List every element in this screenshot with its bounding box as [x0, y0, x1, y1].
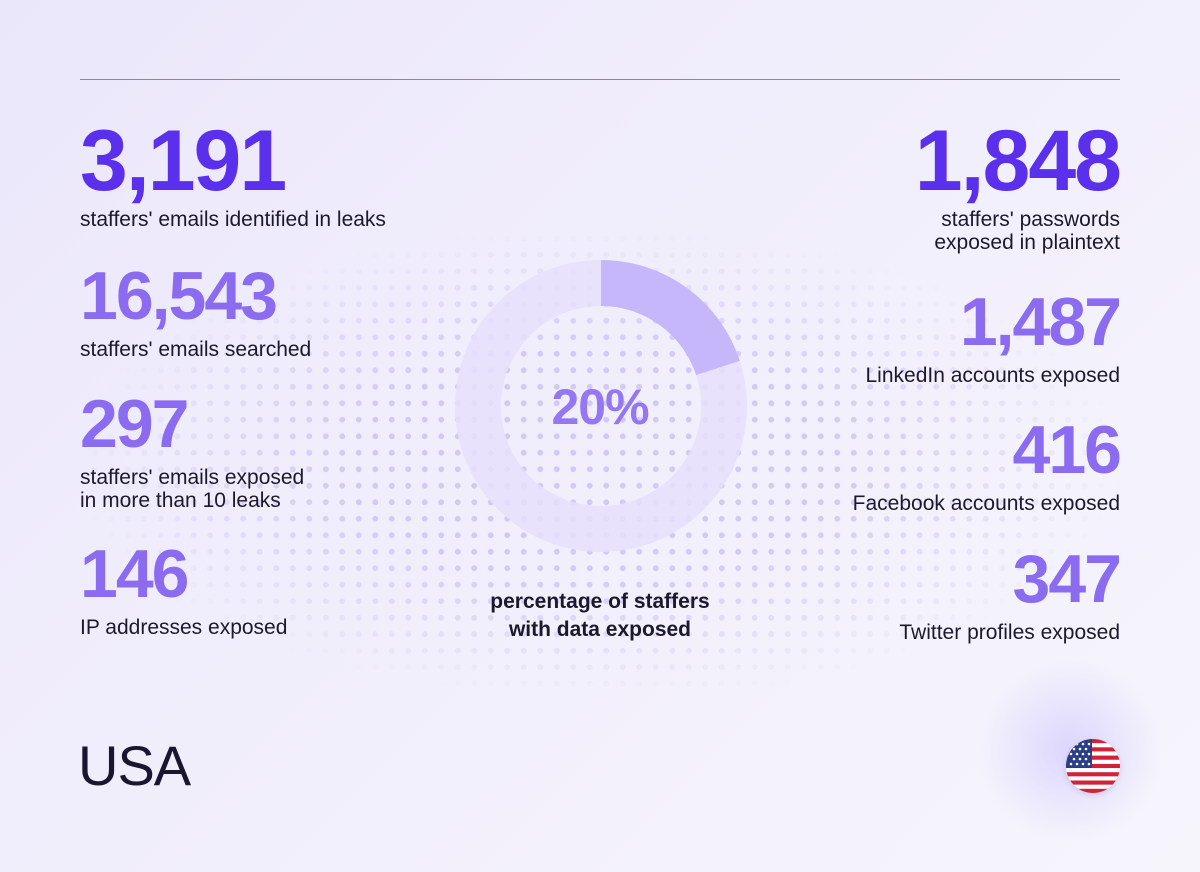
stat-label: IP addresses exposed [80, 616, 288, 639]
stat-emails-more-than-10-leaks: 297 staffers' emails exposed in more tha… [80, 390, 304, 512]
donut-chart [455, 260, 747, 552]
stat-linkedin-accounts: 1,487 LinkedIn accounts exposed [865, 284, 1122, 387]
stat-label: staffers' emails searched [80, 338, 312, 361]
stat-facebook-accounts: 416 Facebook accounts exposed [852, 412, 1122, 515]
stat-value: 416 [1012, 412, 1122, 488]
stat-label: staffers' passwords exposed in plaintext [934, 208, 1120, 255]
stat-ip-addresses: 146 IP addresses exposed [80, 540, 287, 639]
stat-value: 1,487 [959, 284, 1122, 360]
stat-emails-searched: 16,543 staffers' emails searched [80, 262, 311, 361]
donut-percentage-label: 20% [551, 379, 649, 435]
stat-twitter-profiles: 347 Twitter profiles exposed [899, 541, 1122, 644]
stat-value: 16,543 [80, 258, 278, 334]
stat-value: 297 [80, 386, 189, 462]
donut-slice-not-exposed [455, 260, 747, 552]
stat-value: 3,191 [80, 113, 287, 209]
top-divider [80, 79, 1120, 80]
stat-emails-identified: 3,191 staffers' emails identified in lea… [80, 118, 386, 231]
dotted-map-background [70, 230, 1130, 750]
stat-label: Facebook accounts exposed [852, 492, 1120, 515]
donut-slice-exposed [600, 260, 740, 376]
stat-label: LinkedIn accounts exposed [865, 364, 1120, 387]
stat-label: staffers' emails identified in leaks [80, 208, 386, 231]
stat-value: 1,848 [914, 113, 1122, 209]
stat-label: Twitter profiles exposed [899, 621, 1120, 644]
stat-label: staffers' emails exposed in more than 10… [80, 466, 305, 513]
stat-passwords-plaintext: 1,848 staffers' passwords exposed in pla… [914, 113, 1122, 255]
us-flag-icon [1066, 739, 1120, 793]
country-name: USA [78, 734, 191, 797]
donut-caption: percentage of staffers with data exposed [490, 590, 710, 642]
stat-value: 347 [1012, 541, 1122, 617]
stat-value: 146 [80, 536, 189, 612]
